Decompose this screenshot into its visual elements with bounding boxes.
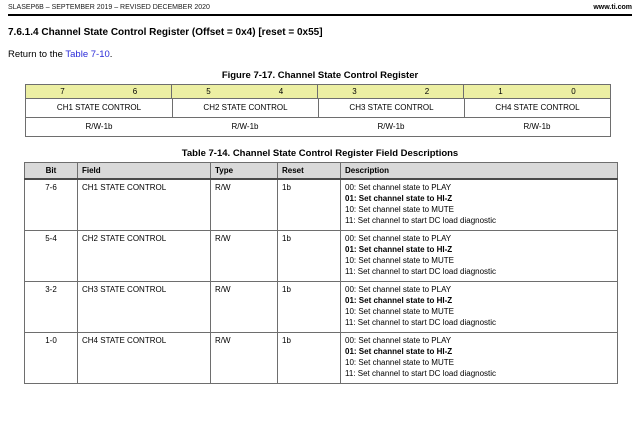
register-bit-numbers-row: 7 6 5 4 3 2 1 0 — [26, 85, 610, 99]
field-name-cell: CH4 STATE CONTROL — [77, 332, 211, 384]
description-cell: 00: Set channel state to PLAY 01: Set cha… — [340, 230, 618, 282]
document-number: SLASEP6B – SEPTEMBER 2019 – REVISED DECE… — [8, 4, 210, 11]
field-name-cell: CH1 STATE CONTROL — [77, 178, 211, 231]
description-line: 10: Set channel state to MUTE — [345, 307, 454, 316]
reset-cell: 1b — [277, 281, 341, 333]
column-header-type: Type — [210, 162, 278, 180]
running-header: SLASEP6B – SEPTEMBER 2019 – REVISED DECE… — [0, 0, 640, 12]
bit-number-cell: 1 — [498, 87, 503, 96]
bit-range-cell: 5-4 — [24, 230, 78, 282]
register-field-name: CH4 STATE CONTROL — [464, 99, 610, 117]
reset-cell: 1b — [277, 178, 341, 231]
column-header-reset: Reset — [277, 162, 341, 180]
register-field-name: CH2 STATE CONTROL — [172, 99, 318, 117]
figure-caption: Figure 7-17. Channel State Control Regis… — [221, 70, 419, 81]
type-cell: R/W — [210, 230, 278, 282]
description-line: 10: Set channel state to MUTE — [345, 256, 454, 265]
bit-number-cell: 6 — [99, 85, 172, 98]
bit-number-cell: 5 — [206, 87, 211, 96]
description-line: 00: Set channel state to PLAY — [345, 183, 452, 192]
bit-range-cell: 7-6 — [24, 178, 78, 231]
description-line: 01: Set channel state to HI-Z — [345, 347, 453, 356]
register-diagram: 7 6 5 4 3 2 1 0 CH1 STATE CONTROL CH2 STATE CONT… — [25, 84, 611, 137]
register-field-name: CH1 STATE CONTROL — [56, 103, 142, 112]
register-access-row: R/W-1b R/W-1b R/W-1b R/W-1b — [26, 118, 610, 136]
return-text: Return to the — [8, 49, 66, 60]
return-period: . — [109, 49, 113, 60]
field-descriptions-table: Bit Field Type Reset Description 7-6 CH1 STAT… — [24, 162, 618, 384]
description-line: 01: Set channel state to HI-Z — [345, 194, 453, 203]
description-cell: 00: Set channel state to PLAY 01: Set cha… — [340, 178, 618, 231]
table-header-row: Bit Field Type Reset Description — [24, 162, 618, 180]
bit-number-cell: 3 — [352, 87, 357, 96]
table-row: 5-4 CH2 STATE CONTROL R/W 1b 00: Set channel… — [24, 230, 618, 282]
description-line: 00: Set channel state to PLAY — [345, 234, 452, 243]
register-field-access: R/W-1b — [523, 122, 551, 131]
header-rule — [8, 14, 632, 16]
table-caption: Table 7-14. Channel State Control Regist… — [181, 148, 459, 159]
type-cell: R/W — [210, 332, 278, 384]
register-field-names-row: CH1 STATE CONTROL CH2 STATE CONTROL CH3 ST… — [26, 99, 610, 118]
description-line: 10: Set channel state to MUTE — [345, 205, 454, 214]
register-field-name: CH3 STATE CONTROL — [318, 99, 464, 117]
reset-cell: 1b — [277, 230, 341, 282]
bit-number-cell: 2 — [391, 85, 464, 98]
register-field-access: R/W-1b — [85, 122, 113, 131]
column-header-description: Description — [340, 162, 618, 180]
bit-number-cell: 0 — [571, 87, 576, 96]
register-field-access: R/W-1b — [377, 122, 405, 131]
reset-cell: 1b — [277, 332, 341, 384]
description-line: 11: Set channel to start DC load diagnos… — [345, 369, 497, 378]
bit-number-cell: 4 — [245, 85, 318, 98]
column-header-bit: Bit — [24, 162, 78, 180]
table-row: 3-2 CH3 STATE CONTROL R/W 1b 00: Set channel… — [24, 281, 618, 333]
description-line: 01: Set channel state to HI-Z — [345, 296, 453, 305]
table-7-10-link[interactable]: Table 7-10 — [65, 49, 110, 60]
section-heading: 7.6.1.4 Channel State Control Register (… — [8, 27, 323, 38]
description-line: 10: Set channel state to MUTE — [345, 358, 454, 367]
field-name-cell: CH3 STATE CONTROL — [77, 281, 211, 333]
bit-range-cell: 3-2 — [24, 281, 78, 333]
table-row: 7-6 CH1 STATE CONTROL R/W 1b 00: Set channel… — [24, 178, 618, 231]
type-cell: R/W — [210, 178, 278, 231]
description-line: 00: Set channel state to PLAY — [345, 285, 452, 294]
description-line: 11: Set channel to start DC load diagnos… — [345, 267, 497, 276]
description-cell: 00: Set channel state to PLAY 01: Set cha… — [340, 281, 618, 333]
type-cell: R/W — [210, 281, 278, 333]
bit-number-cell: 7 — [60, 87, 65, 96]
description-line: 01: Set channel state to HI-Z — [345, 245, 453, 254]
description-cell: 00: Set channel state to PLAY 01: Set cha… — [340, 332, 618, 384]
bit-range-cell: 1-0 — [24, 332, 78, 384]
description-line: 11: Set channel to start DC load diagnos… — [345, 216, 497, 225]
table-row: 1-0 CH4 STATE CONTROL R/W 1b 00: Set channel… — [24, 332, 618, 384]
column-header-field: Field — [77, 162, 211, 180]
ti-website-link[interactable]: www.ti.com — [593, 4, 632, 11]
description-line: 11: Set channel to start DC load diagnos… — [345, 318, 497, 327]
description-line: 00: Set channel state to PLAY — [345, 336, 452, 345]
field-name-cell: CH2 STATE CONTROL — [77, 230, 211, 282]
register-field-access: R/W-1b — [231, 122, 259, 131]
return-line: Return to the Table 7-10. — [8, 49, 632, 60]
